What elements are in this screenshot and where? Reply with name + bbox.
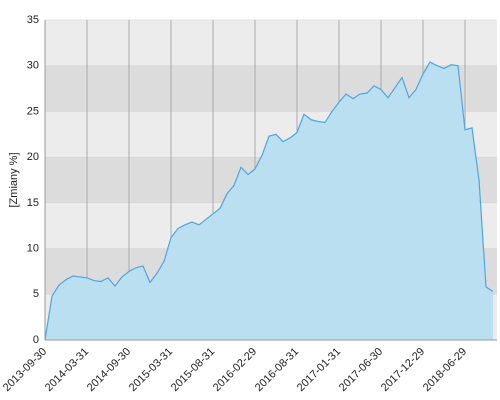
x-tick-label: 2017-06-30 (337, 346, 385, 394)
x-tick-label: 2018-06-29 (421, 346, 469, 394)
y-tick-label: 20 (27, 151, 39, 163)
y-tick-label: 30 (27, 60, 39, 72)
y-tick-label: 15 (27, 197, 39, 209)
x-tick-label: 2015-08-31 (169, 346, 217, 394)
area (45, 62, 493, 341)
y-tick-label: 25 (27, 105, 39, 117)
y-tick-label: 35 (27, 14, 39, 26)
x-tick-label: 2015-03-31 (127, 346, 175, 394)
y-axis-label: [Zmiany %] (8, 152, 20, 207)
x-tick-label: 2016-08-31 (253, 346, 301, 394)
line (44, 61, 494, 341)
x-tick-label: 2017-12-29 (379, 346, 427, 394)
y-tick-label: 0 (33, 334, 39, 346)
x-tick-label: 2016-02-29 (211, 346, 259, 394)
y-tick-label: 5 (33, 288, 39, 300)
x-tick-label: 2013-09-30 (1, 346, 49, 394)
y-tick-label: 10 (27, 242, 39, 254)
x-tick-label: 2014-09-30 (85, 346, 133, 394)
x-tick-label: 2017-01-31 (295, 346, 343, 394)
x-tick-label: 2014-03-31 (43, 346, 91, 394)
grid-band (45, 20, 497, 66)
